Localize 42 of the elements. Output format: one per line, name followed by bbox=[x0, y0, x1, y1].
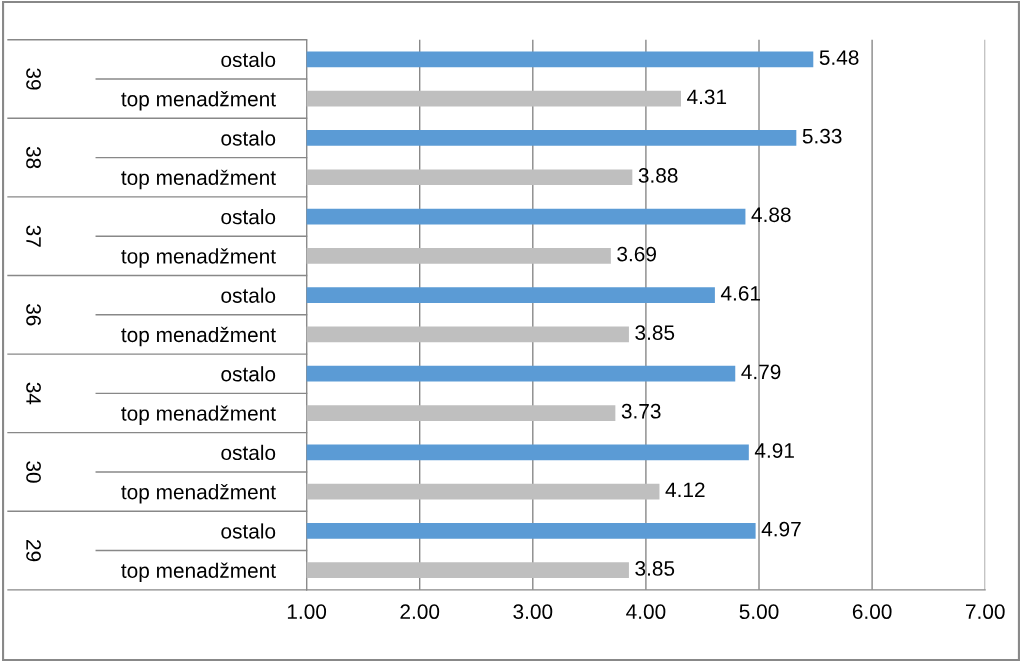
y-tick-label: top menadžment bbox=[121, 562, 276, 583]
text: 34 bbox=[26, 382, 41, 405]
data-label: 4.31 bbox=[687, 89, 727, 105]
y-tick-label: ostalo bbox=[221, 444, 276, 461]
data-label: 3.85 bbox=[635, 561, 675, 576]
data-label: 5.48 bbox=[819, 50, 859, 65]
x-tick-label: 1.00 bbox=[287, 604, 327, 620]
text: 36 bbox=[26, 303, 41, 326]
text: 38 bbox=[26, 146, 41, 169]
y-tick-label: top menadžment bbox=[121, 326, 276, 347]
text: 30 bbox=[26, 461, 41, 483]
data-label: 4.61 bbox=[720, 285, 760, 301]
x-tick-label: 6.00 bbox=[852, 604, 892, 620]
x-tick-label: 7.00 bbox=[966, 604, 1005, 620]
y-tick-label: ostalo bbox=[221, 130, 276, 146]
data-label: 3.69 bbox=[617, 246, 656, 262]
y-tick-label: top menadžment bbox=[121, 484, 276, 504]
data-label: 4.79 bbox=[741, 364, 781, 380]
x-tick-label: 2.00 bbox=[400, 604, 440, 620]
data-label: 4.97 bbox=[761, 521, 801, 537]
y-tick-label: ostalo bbox=[221, 287, 276, 303]
data-label: 5.33 bbox=[802, 128, 842, 144]
x-tick-label: 3.00 bbox=[513, 604, 553, 620]
text: 29 bbox=[26, 540, 41, 562]
x-tick-label: 5.00 bbox=[739, 604, 779, 620]
x-tick-label: 4.00 bbox=[626, 604, 666, 620]
y-tick-label: ostalo bbox=[221, 366, 276, 382]
data-label: 4.91 bbox=[754, 443, 794, 458]
y-tick-label: top menadžment bbox=[121, 169, 276, 190]
y-tick-label: ostalo bbox=[221, 51, 276, 68]
data-label: 4.12 bbox=[665, 482, 705, 497]
text: 39 bbox=[26, 68, 41, 90]
y-tick-label: ostalo bbox=[221, 209, 276, 225]
y-tick-label: top menadžment bbox=[121, 405, 276, 425]
y-tick-label: top menadžment bbox=[121, 91, 276, 111]
data-label: 3.88 bbox=[638, 168, 678, 183]
data-label: 4.88 bbox=[751, 207, 791, 223]
y-tick-label: top menadžment bbox=[121, 248, 276, 268]
text: 37 bbox=[26, 225, 41, 247]
data-label: 3.85 bbox=[635, 325, 675, 341]
data-label: 3.73 bbox=[621, 403, 661, 419]
y-tick-label: ostalo bbox=[221, 523, 276, 539]
